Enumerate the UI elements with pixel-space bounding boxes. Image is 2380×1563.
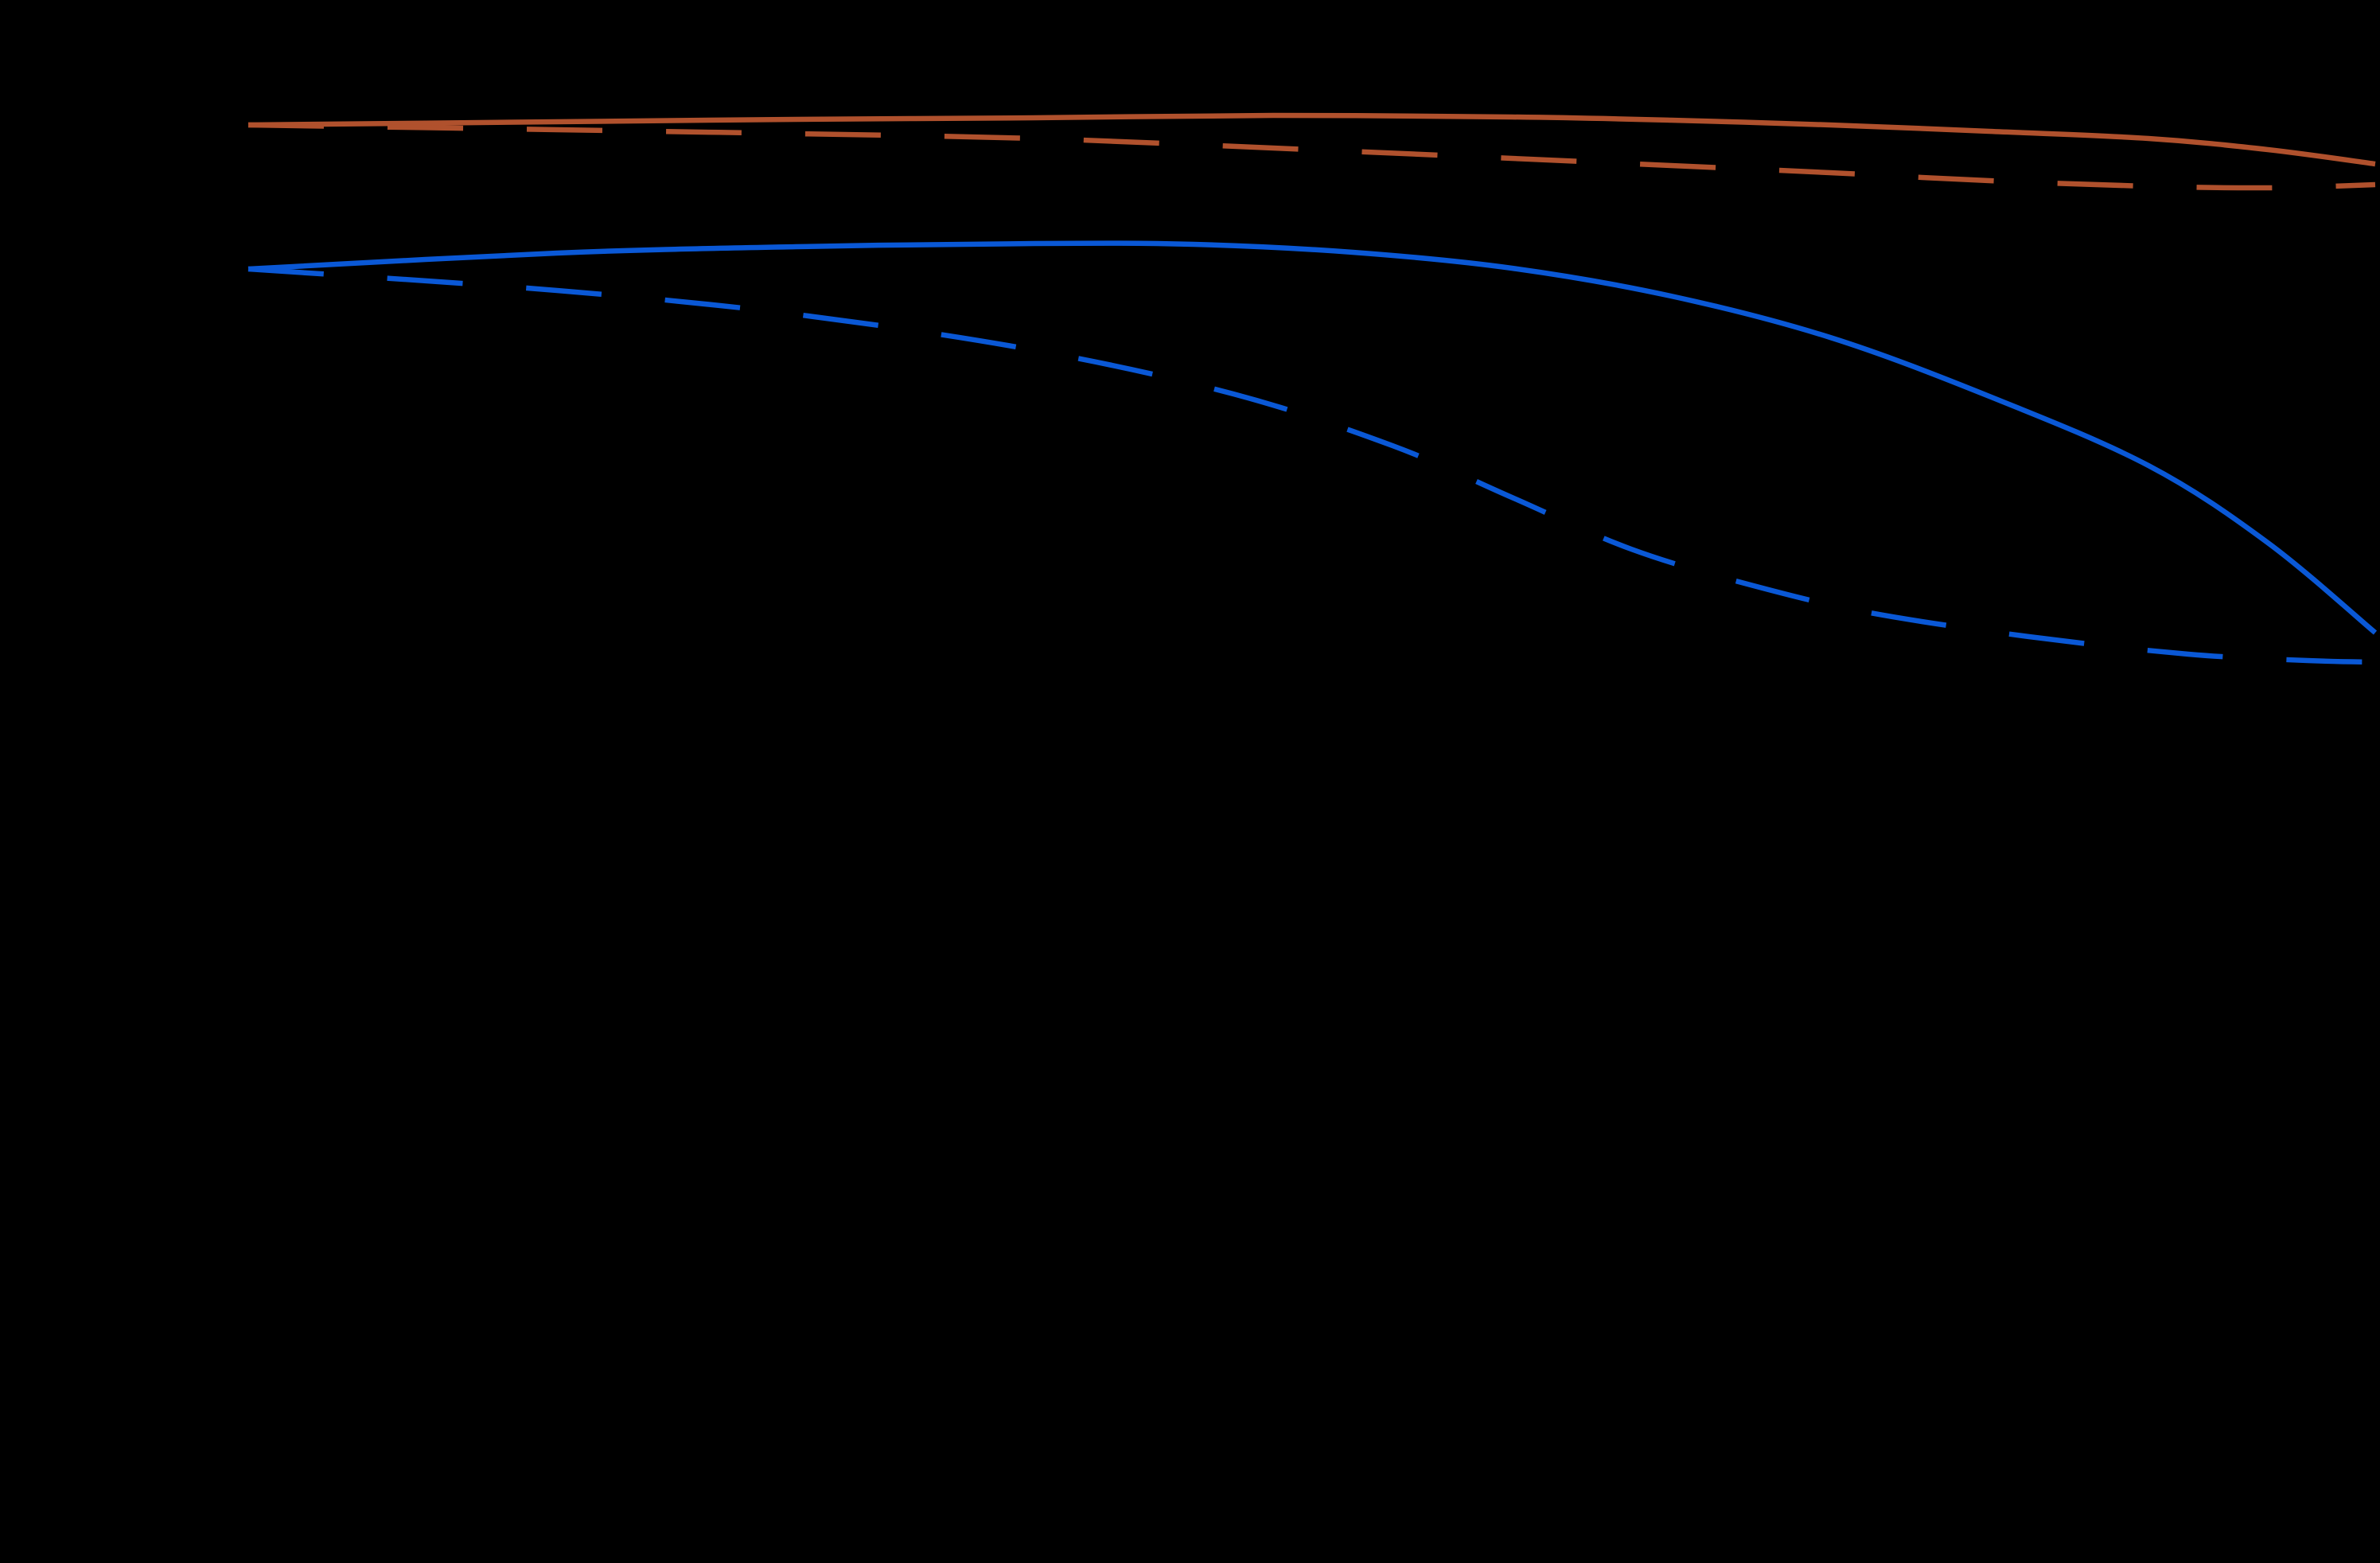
series-orange-dashed-line xyxy=(247,122,2376,191)
series-blue-solid-line xyxy=(247,240,2378,635)
series-blue-dashed-line xyxy=(247,266,2376,665)
series-orange-solid-line xyxy=(247,112,2376,167)
